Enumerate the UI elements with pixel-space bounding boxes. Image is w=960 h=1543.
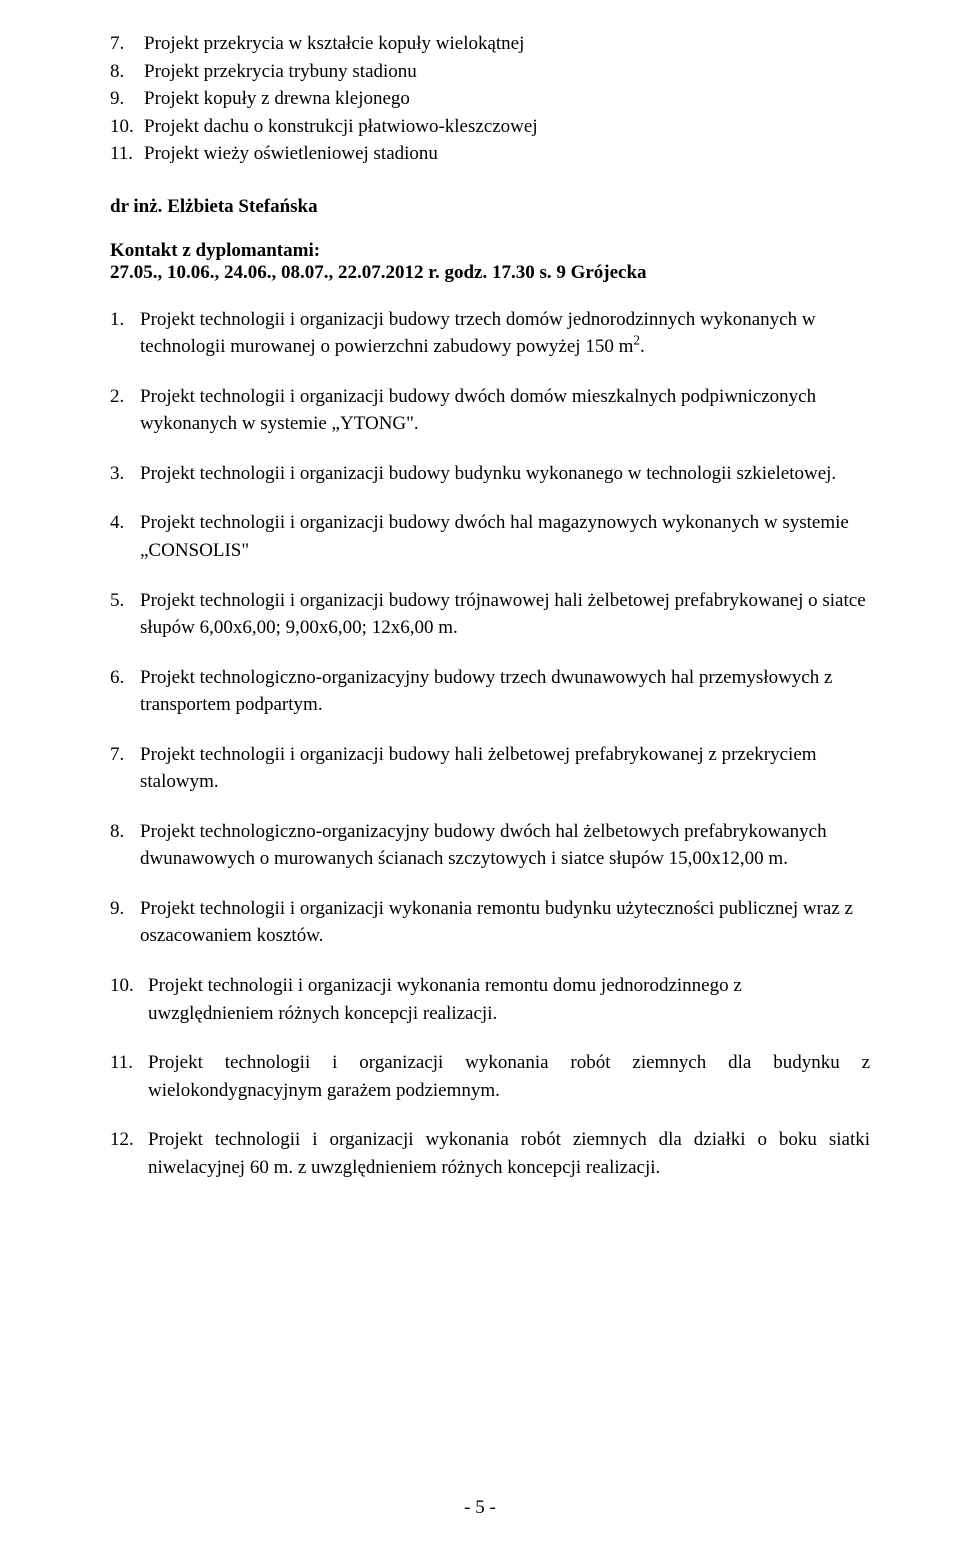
item-text: Projekt technologii i organizacji budowy…	[140, 741, 870, 796]
contact-line: 27.05., 10.06., 24.06., 08.07., 22.07.20…	[110, 262, 870, 284]
item-number: 7.	[110, 30, 144, 58]
list-item: 3.Projekt technologii i organizacji budo…	[110, 460, 870, 488]
item-text: Projekt przekrycia trybuny stadionu	[144, 58, 417, 86]
item-text: Projekt dachu o konstrukcji płatwiowo-kl…	[144, 113, 538, 141]
section-prefix: dr inż.	[110, 196, 167, 217]
item-text: Projekt technologii i organizacji budowy…	[140, 460, 870, 488]
item-number: 9.	[110, 85, 144, 113]
item-number: 2.	[110, 383, 140, 438]
item-number: 9.	[110, 895, 140, 950]
document-page: 7.Projekt przekrycia w kształcie kopuły …	[0, 0, 960, 1543]
item-text: Projekt technologii i organizacji wykona…	[148, 1049, 870, 1104]
list-item: 6.Projekt technologiczno-organizacyjny b…	[110, 664, 870, 719]
section-heading: dr inż. Elżbieta Stefańska	[110, 196, 870, 218]
item-number: 7.	[110, 741, 140, 796]
item-text: Projekt kopuły z drewna klejonego	[144, 85, 410, 113]
superscript: 2	[633, 333, 640, 348]
section-name: Elżbieta Stefańska	[167, 196, 317, 217]
list-item: 8.Projekt przekrycia trybuny stadionu	[110, 58, 870, 86]
item-text: Projekt technologii i organizacji wykona…	[148, 972, 870, 1027]
item-number: 8.	[110, 818, 140, 873]
item-number: 1.	[110, 306, 140, 361]
list-item: 2.Projekt technologii i organizacji budo…	[110, 383, 870, 438]
item-text: Projekt wieży oświetleniowej stadionu	[144, 140, 438, 168]
item-number: 5.	[110, 587, 140, 642]
item-text: Projekt technologii i organizacji wykona…	[148, 1126, 870, 1181]
list-item: 4.Projekt technologii i organizacji budo…	[110, 509, 870, 564]
item-number: 6.	[110, 664, 140, 719]
item-text: Projekt przekrycia w kształcie kopuły wi…	[144, 30, 524, 58]
list-item: 11.Projekt wieży oświetleniowej stadionu	[110, 140, 870, 168]
item-number: 8.	[110, 58, 144, 86]
list-item: 10.Projekt dachu o konstrukcji płatwiowo…	[110, 113, 870, 141]
item-text: Projekt technologii i organizacji budowy…	[140, 509, 870, 564]
list-item: 9.Projekt kopuły z drewna klejonego	[110, 85, 870, 113]
item-text: Projekt technologiczno-organizacyjny bud…	[140, 818, 870, 873]
item-number: 10.	[110, 113, 144, 141]
list-item: 5.Projekt technologii i organizacji budo…	[110, 587, 870, 642]
list-item: 12.Projekt technologii i organizacji wyk…	[110, 1126, 870, 1181]
item-text: Projekt technologii i organizacji wykona…	[140, 895, 870, 950]
list-item: 7.Projekt przekrycia w kształcie kopuły …	[110, 30, 870, 58]
item-text: Projekt technologii i organizacji budowy…	[140, 306, 870, 361]
list-item: 8.Projekt technologiczno-organizacyjny b…	[110, 818, 870, 873]
item-number: 12.	[110, 1126, 148, 1181]
list-item: 10.Projekt technologii i organizacji wyk…	[110, 972, 870, 1027]
item-number: 11.	[110, 140, 144, 168]
item-text: Projekt technologii i organizacji budowy…	[140, 587, 870, 642]
item-number: 11.	[110, 1049, 148, 1104]
list-item: 1.Projekt technologii i organizacji budo…	[110, 306, 870, 361]
page-number: - 5 -	[0, 1497, 960, 1519]
continued-list: 7.Projekt przekrycia w kształcie kopuły …	[110, 30, 870, 168]
item-number: 10.	[110, 972, 148, 1027]
item-number: 4.	[110, 509, 140, 564]
item-number: 3.	[110, 460, 140, 488]
item-text: Projekt technologii i organizacji budowy…	[140, 383, 870, 438]
numbered-list: 1.Projekt technologii i organizacji budo…	[110, 306, 870, 1182]
contact-block: Kontakt z dyplomantami: 27.05., 10.06., …	[110, 240, 870, 284]
list-item: 7.Projekt technologii i organizacji budo…	[110, 741, 870, 796]
contact-label: Kontakt z dyplomantami:	[110, 240, 870, 262]
item-text: Projekt technologiczno-organizacyjny bud…	[140, 664, 870, 719]
list-item: 9.Projekt technologii i organizacji wyko…	[110, 895, 870, 950]
list-item: 11.Projekt technologii i organizacji wyk…	[110, 1049, 870, 1104]
